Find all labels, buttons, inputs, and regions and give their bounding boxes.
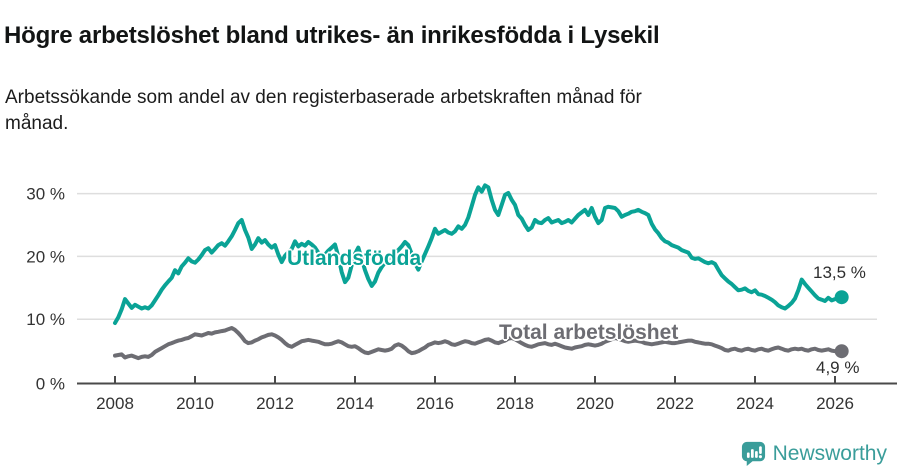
end-value-label-total: 4,9 % bbox=[816, 358, 860, 377]
series-line-utlandsf-dda bbox=[113, 183, 844, 325]
end-value-label-utlandsfodda: 13,5 % bbox=[813, 263, 866, 282]
x-tick-label-2012: 2012 bbox=[256, 394, 294, 413]
page-title: Högre arbetslöshet bland utrikes- än inr… bbox=[4, 22, 660, 50]
x-tick-label-2022: 2022 bbox=[656, 394, 694, 413]
x-tick-label-2014: 2014 bbox=[336, 394, 374, 413]
series-label-total-arbetsloshet: Total arbetslöshet bbox=[499, 321, 679, 344]
y-tick-label-10: 10 % bbox=[26, 310, 65, 329]
x-tick-label-2016: 2016 bbox=[416, 394, 454, 413]
subtitle-line-1: Arbetssökande som andel av den registerb… bbox=[5, 87, 642, 108]
x-tick-label-2008: 2008 bbox=[96, 394, 134, 413]
x-tick-label-2026: 2026 bbox=[816, 394, 854, 413]
newsworthy-brand-text: Newsworthy bbox=[772, 441, 887, 465]
newsworthy-speech-bubble-bar-chart-icon bbox=[741, 441, 765, 467]
y-tick-label-30: 30 % bbox=[26, 185, 65, 204]
newsworthy-brand: Newsworthy bbox=[740, 440, 887, 467]
x-tick-label-2024: 2024 bbox=[736, 394, 774, 413]
series-end-dot-utlandsf-dda bbox=[834, 290, 849, 305]
subtitle-line-2: månad. bbox=[5, 113, 69, 134]
y-tick-label-20: 20 % bbox=[26, 247, 65, 266]
x-tick-label-2020: 2020 bbox=[576, 394, 614, 413]
y-tick-label-0: 0 % bbox=[36, 375, 65, 394]
x-tick-label-2018: 2018 bbox=[496, 394, 534, 413]
series-line-total-arbetsl-shet bbox=[113, 326, 844, 361]
x-tick-label-2010: 2010 bbox=[176, 394, 214, 413]
series-label-utlandsfodda: Utlandsfödda bbox=[287, 247, 422, 270]
chart-subtitle: Arbetssökande som andel av den registerb… bbox=[5, 85, 865, 137]
series-end-dot-total-arbetsl-shet bbox=[834, 344, 849, 359]
